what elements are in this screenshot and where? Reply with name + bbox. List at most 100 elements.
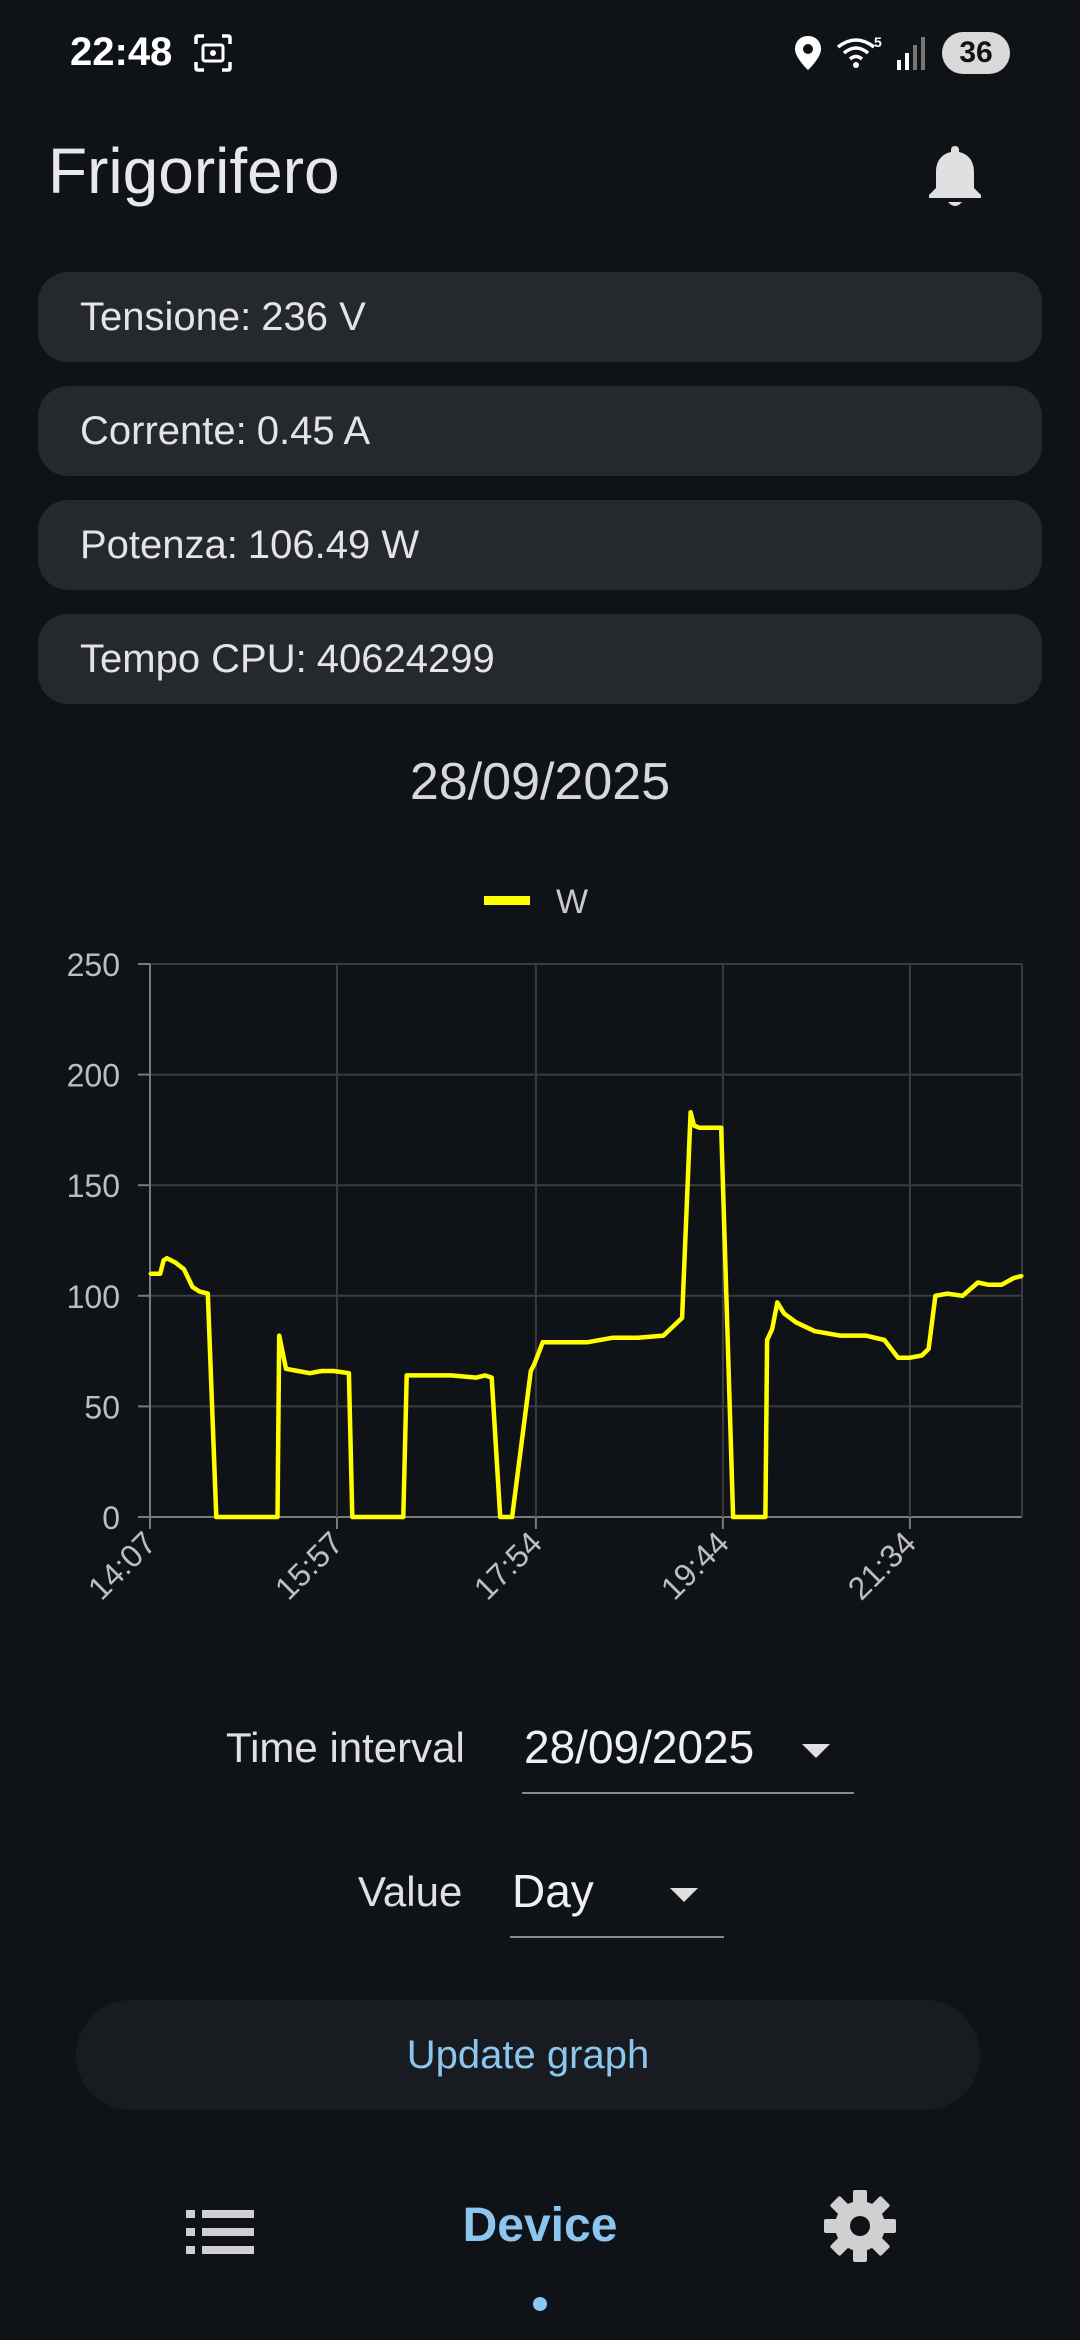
data-point	[277, 1334, 281, 1338]
data-point	[945, 1292, 949, 1296]
series-points	[148, 1110, 1024, 1519]
x-tick-label: 14:07	[81, 1524, 163, 1606]
data-point	[332, 1369, 336, 1373]
signal-icon	[897, 37, 925, 70]
data-point	[483, 1373, 487, 1377]
page-title: Frigorifero	[48, 135, 340, 207]
data-point	[986, 1283, 990, 1287]
data-point	[692, 1124, 696, 1127]
data-point	[308, 1371, 312, 1375]
data-point	[813, 1329, 817, 1333]
y-tick-label: 150	[67, 1168, 120, 1204]
data-point	[908, 1356, 912, 1360]
data-point	[541, 1340, 545, 1344]
data-point	[165, 1256, 169, 1260]
data-point	[864, 1334, 868, 1338]
chart-grid	[149, 963, 1023, 1518]
value-label: Value	[358, 1868, 463, 1915]
data-point	[296, 1369, 300, 1373]
data-point	[882, 1338, 886, 1342]
data-point	[765, 1338, 769, 1342]
gear-icon[interactable]	[822, 2188, 898, 2264]
chevron-down-icon	[670, 1888, 698, 1902]
wifi-icon: 5	[836, 35, 882, 68]
time-interval-select[interactable]: 28/09/2025	[522, 1712, 854, 1794]
data-point	[976, 1281, 980, 1284]
data-point	[158, 1272, 162, 1276]
data-point	[920, 1354, 924, 1357]
data-point	[490, 1376, 494, 1380]
voltage-label: Tensione:	[80, 294, 252, 339]
data-point	[933, 1294, 937, 1298]
cpu-time-value: 40624299	[316, 636, 495, 681]
y-tick-label: 50	[84, 1389, 120, 1425]
data-point	[474, 1376, 478, 1380]
bottom-nav: Device	[0, 2140, 1080, 2340]
x-tick-label: 19:44	[654, 1524, 736, 1606]
data-point	[838, 1334, 842, 1338]
power-label: Potenza:	[80, 522, 238, 567]
power-value: 106.49 W	[247, 522, 420, 567]
y-axis: 0 50 100 150 200 250	[67, 947, 150, 1536]
data-point	[162, 1258, 166, 1262]
data-point	[610, 1336, 614, 1340]
data-point	[697, 1126, 701, 1130]
data-point	[1020, 1274, 1024, 1278]
data-point	[206, 1292, 210, 1296]
data-point	[350, 1515, 354, 1519]
y-tick-label: 0	[102, 1500, 120, 1536]
data-point	[680, 1316, 684, 1320]
data-point	[529, 1369, 533, 1373]
data-point	[510, 1515, 514, 1519]
data-point	[174, 1261, 177, 1265]
data-point	[191, 1285, 194, 1289]
voltage-card: Tensione: 236 V	[38, 272, 1042, 362]
data-point	[1012, 1276, 1016, 1280]
chevron-down-icon	[802, 1744, 830, 1758]
current-value: 0.45 A	[256, 408, 371, 453]
legend-label: W	[556, 883, 588, 921]
data-point	[148, 1272, 152, 1276]
nav-device[interactable]: Device	[462, 2199, 618, 2252]
data-point	[214, 1515, 218, 1519]
voltage-value: 236 V	[261, 294, 366, 339]
y-tick-label: 250	[67, 947, 120, 983]
time-interval-value: 28/09/2025	[524, 1721, 755, 1773]
battery-icon: 36	[942, 32, 1010, 74]
data-point	[532, 1362, 536, 1366]
update-graph-button[interactable]: Update graph	[76, 2000, 980, 2110]
data-point	[763, 1515, 767, 1519]
data-point	[770, 1327, 774, 1331]
cpu-time-label: Tempo CPU:	[80, 636, 307, 681]
data-point	[405, 1373, 409, 1377]
active-indicator	[533, 2297, 547, 2311]
data-point	[197, 1289, 201, 1293]
data-point	[746, 1515, 750, 1519]
data-point	[961, 1294, 965, 1298]
bell-icon[interactable]	[924, 144, 986, 210]
data-point	[449, 1373, 453, 1377]
status-icons: 5 36	[794, 30, 1010, 76]
value-value: Day	[512, 1865, 594, 1917]
x-tick-label: 15:57	[268, 1524, 350, 1606]
x-axis: 14:07 15:57 17:54 19:44 21:34	[81, 1517, 923, 1607]
data-point	[182, 1267, 186, 1271]
cpu-time-card: Tempo CPU: 40624299	[38, 614, 1042, 704]
data-point	[782, 1312, 786, 1315]
data-point	[901, 1356, 905, 1360]
legend-swatch	[484, 896, 530, 905]
time-interval-label: Time interval	[226, 1724, 465, 1771]
list-icon[interactable]	[184, 2202, 256, 2262]
data-point	[423, 1373, 427, 1377]
data-point	[689, 1110, 693, 1114]
data-point	[284, 1367, 288, 1371]
svg-text:5: 5	[874, 35, 882, 50]
screenshot-icon	[194, 34, 232, 72]
data-point	[707, 1126, 711, 1130]
data-point	[731, 1515, 735, 1519]
data-point	[636, 1336, 640, 1340]
x-tick-label: 21:34	[841, 1524, 923, 1606]
status-bar: 22:48 5 36	[0, 0, 1080, 110]
data-point	[794, 1320, 798, 1324]
value-select[interactable]: Day	[510, 1856, 724, 1938]
